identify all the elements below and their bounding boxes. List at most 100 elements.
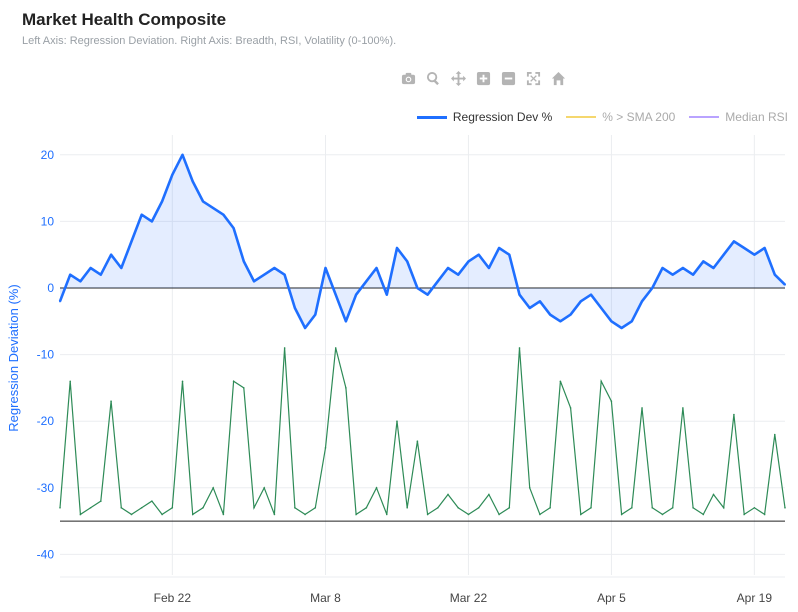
data-point-volatility	[651, 506, 654, 509]
zoom-icon[interactable]	[425, 70, 442, 87]
data-point-volatility	[447, 493, 449, 496]
data-point-regression-dev	[538, 300, 541, 303]
data-point-volatility	[120, 506, 123, 509]
modebar	[400, 70, 567, 87]
data-point-volatility	[671, 506, 674, 509]
data-point-regression-dev	[273, 267, 276, 270]
data-point-volatility	[600, 380, 602, 383]
data-point-regression-dev	[212, 207, 215, 210]
data-point-regression-dev	[589, 293, 592, 296]
data-point-volatility	[753, 506, 756, 509]
data-point-volatility	[682, 407, 684, 409]
chart-subtitle: Left Axis: Regression Deviation. Right A…	[22, 35, 397, 47]
data-point-regression-dev	[416, 287, 419, 289]
data-point-regression-dev	[120, 267, 123, 270]
data-point-regression-dev	[395, 247, 398, 250]
reset-axes-icon[interactable]	[550, 70, 567, 87]
data-point-volatility	[733, 413, 735, 416]
data-point-regression-dev	[314, 313, 317, 316]
data-point-regression-dev	[518, 293, 521, 296]
data-point-regression-dev	[620, 326, 623, 329]
data-point-volatility	[528, 487, 531, 489]
pan-icon[interactable]	[450, 70, 467, 87]
data-point-regression-dev	[283, 273, 286, 276]
data-point-regression-dev	[201, 200, 204, 203]
data-point-regression-dev	[263, 273, 266, 276]
data-point-volatility	[202, 506, 204, 509]
data-point-regression-dev	[487, 267, 490, 270]
data-point-volatility	[212, 487, 214, 489]
data-point-volatility	[579, 513, 582, 516]
data-point-regression-dev	[692, 273, 695, 276]
autoscale-icon[interactable]	[525, 70, 542, 87]
data-point-volatility	[396, 420, 398, 423]
data-point-volatility	[467, 513, 470, 516]
data-point-regression-dev	[334, 293, 337, 296]
data-point-regression-dev	[59, 300, 61, 303]
series-area-regression-dev	[60, 154, 785, 328]
data-point-volatility	[324, 447, 327, 449]
zoom-out-icon[interactable]	[500, 70, 517, 87]
data-point-volatility	[488, 493, 490, 496]
data-point-volatility	[69, 380, 72, 383]
data-point-regression-dev	[232, 227, 235, 230]
chart-legend: Regression Dev % % > SMA 200 Median RSI	[416, 110, 788, 124]
y-tick-label: 20	[41, 148, 55, 162]
x-tick-label: Mar 22	[450, 591, 488, 605]
data-point-volatility	[365, 506, 368, 509]
data-point-regression-dev	[304, 326, 307, 329]
data-point-volatility	[345, 387, 347, 389]
data-point-regression-dev	[436, 280, 439, 283]
data-point-volatility	[416, 440, 419, 442]
data-point-regression-dev	[69, 273, 72, 276]
data-point-volatility	[406, 506, 408, 509]
data-point-regression-dev	[630, 320, 633, 323]
data-point-regression-dev	[773, 273, 776, 276]
data-point-volatility	[784, 506, 786, 509]
y-tick-label: -40	[37, 547, 55, 561]
data-point-volatility	[620, 513, 623, 516]
data-point-regression-dev	[743, 247, 746, 250]
data-point-volatility	[477, 506, 480, 509]
data-point-volatility	[79, 513, 82, 516]
legend-item-regression-dev[interactable]: Regression Dev %	[416, 110, 552, 124]
data-point-volatility	[692, 506, 694, 509]
y-tick-label: -10	[37, 348, 55, 362]
y-axis-title: Regression Deviation (%)	[6, 284, 21, 431]
y-tick-label: -20	[37, 414, 55, 428]
data-point-regression-dev	[355, 293, 358, 296]
data-point-regression-dev	[508, 253, 511, 256]
legend-swatch	[689, 116, 720, 118]
data-point-regression-dev	[559, 320, 562, 323]
data-point-regression-dev	[253, 280, 256, 283]
zoom-in-icon[interactable]	[475, 70, 492, 87]
camera-icon[interactable]	[400, 70, 417, 87]
data-point-volatility	[304, 513, 306, 516]
data-point-regression-dev	[242, 260, 245, 263]
data-point-volatility	[100, 500, 102, 502]
data-point-volatility	[232, 380, 235, 383]
x-tick-label: Mar 8	[310, 591, 341, 605]
legend-label: Median RSI	[725, 110, 788, 124]
y-tick-label: 0	[47, 281, 54, 295]
data-point-regression-dev	[344, 320, 347, 323]
data-point-volatility	[294, 506, 296, 509]
data-point-regression-dev	[99, 273, 102, 276]
data-point-regression-dev	[569, 313, 572, 316]
data-point-volatility	[181, 380, 184, 383]
data-point-regression-dev	[784, 283, 786, 286]
data-point-volatility	[273, 513, 276, 516]
data-point-volatility	[661, 513, 664, 516]
data-point-regression-dev	[467, 260, 470, 263]
data-point-volatility	[314, 506, 317, 509]
data-point-regression-dev	[110, 253, 113, 256]
data-point-volatility	[243, 387, 245, 389]
data-point-volatility	[253, 506, 255, 509]
legend-item-sma200[interactable]: % > SMA 200	[566, 110, 675, 124]
data-point-volatility	[171, 506, 174, 509]
data-point-regression-dev	[498, 247, 501, 250]
data-point-regression-dev	[641, 300, 644, 303]
legend-item-median-rsi[interactable]: Median RSI	[689, 110, 788, 124]
data-point-regression-dev	[365, 280, 368, 283]
